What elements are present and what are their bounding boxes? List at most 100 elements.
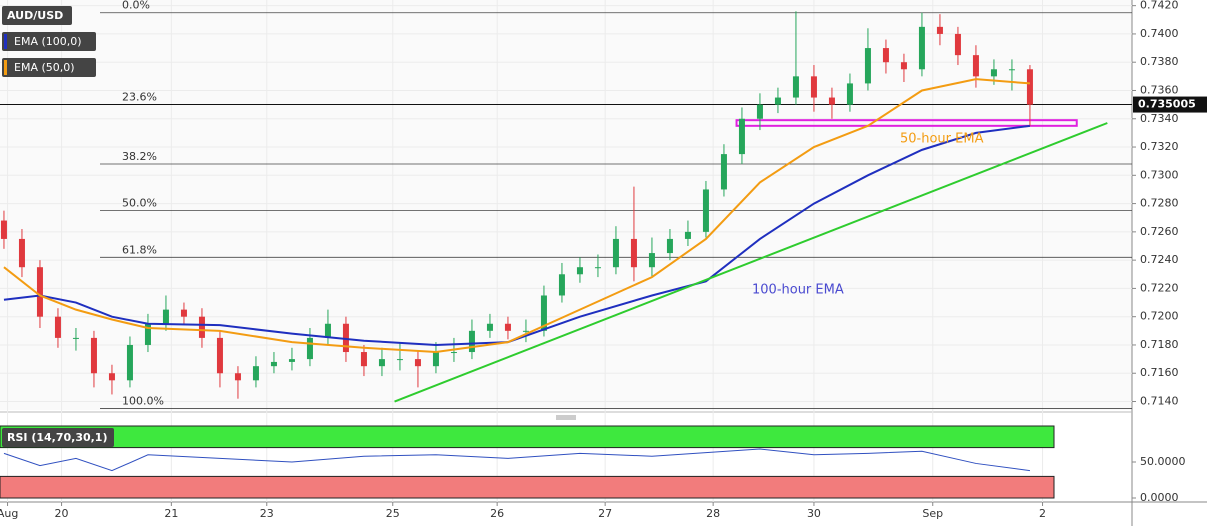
candle-body — [1008, 69, 1015, 71]
rsi-label: RSI (14,70,30,1) — [7, 431, 107, 444]
x-tick-label: 21 — [164, 507, 178, 520]
support-zone — [735, 119, 1078, 127]
y-tick-label: 0.7200 — [1140, 310, 1179, 323]
legend-label: EMA (50,0) — [14, 61, 75, 74]
candle-body — [504, 323, 511, 331]
candle-body — [864, 48, 871, 84]
candle-body — [90, 337, 97, 374]
x-tick-label: 25 — [386, 507, 400, 520]
price-panel — [0, 0, 1132, 410]
candle-body — [126, 344, 133, 381]
candle-body — [342, 323, 349, 353]
candle-body — [18, 238, 25, 268]
candle-body — [720, 154, 727, 190]
fib-label: 0.0% — [122, 0, 150, 12]
fib-label: 38.2% — [122, 150, 157, 163]
legend-swatch — [4, 60, 7, 75]
price-label-box — [1133, 96, 1207, 113]
fib-label: 23.6% — [122, 91, 157, 104]
y-tick-label: 0.7400 — [1140, 27, 1179, 40]
candle-body — [54, 316, 61, 338]
candle-body — [936, 26, 943, 34]
candle-body — [900, 62, 907, 70]
candle-body — [702, 189, 709, 232]
candle-body — [666, 238, 673, 254]
candle-body — [1026, 69, 1033, 105]
rsi-label-box — [2, 428, 114, 447]
legend-box — [2, 58, 96, 77]
candle-body — [252, 366, 259, 381]
rsi-overbought-band — [0, 425, 1055, 449]
fib-label: 50.0% — [122, 197, 157, 210]
candle-body — [594, 267, 601, 269]
candle-body — [810, 76, 817, 98]
y-tick-label: 0.7320 — [1140, 140, 1179, 153]
candle-body — [270, 361, 277, 367]
x-tick-label: 26 — [490, 507, 504, 520]
fib-label: 61.8% — [122, 243, 157, 256]
candle-body — [738, 118, 745, 155]
candle-body — [990, 69, 997, 77]
y-tick-label: 0.7220 — [1140, 281, 1179, 294]
y-tick-label: 0.7340 — [1140, 112, 1179, 125]
x-tick-label: Sep — [922, 507, 943, 520]
x-tick-label: Aug — [0, 507, 18, 520]
candle-body — [144, 323, 151, 345]
ema-line — [3, 78, 1031, 354]
y-tick-label: 0.7300 — [1140, 168, 1179, 181]
x-tick-label: 2 — [1039, 507, 1046, 520]
x-tick-label: 20 — [55, 507, 69, 520]
y-tick-label: 0.7140 — [1140, 395, 1179, 408]
y-tick-label: 0.7380 — [1140, 55, 1179, 68]
candle-body — [612, 238, 619, 268]
y-tick-label: 0.7260 — [1140, 225, 1179, 238]
x-tick-label: 23 — [260, 507, 274, 520]
candle-body — [792, 76, 799, 98]
y-tick-label: 0.7280 — [1140, 197, 1179, 210]
legend-swatch — [4, 34, 7, 49]
candle-body — [432, 352, 439, 367]
candle-body — [0, 220, 7, 239]
candle-body — [450, 352, 457, 354]
candle-body — [108, 373, 115, 381]
rsi-line — [3, 448, 1031, 472]
candle-body — [234, 373, 241, 381]
candle-body — [72, 337, 79, 339]
candle-body — [360, 352, 367, 367]
legend-box — [2, 32, 96, 51]
candle-body — [288, 359, 295, 362]
candle-body — [522, 330, 529, 332]
candle-body — [576, 267, 583, 275]
candle-body — [684, 231, 691, 239]
symbol-box — [2, 6, 72, 25]
fib-label: 100.0% — [122, 395, 164, 408]
x-tick-label: 27 — [598, 507, 612, 520]
symbol: AUD/USD — [7, 9, 63, 22]
candle-body — [324, 323, 331, 338]
candle-body — [162, 309, 169, 324]
candle-body — [558, 274, 565, 296]
candle-body — [630, 238, 637, 268]
trendline — [394, 122, 1108, 403]
candle-body — [216, 337, 223, 374]
candle-body — [306, 337, 313, 360]
candle-body — [882, 48, 889, 63]
candle-body — [828, 97, 835, 105]
last-price-label: 0.735005 — [1138, 98, 1196, 111]
splitter-handle[interactable] — [556, 415, 576, 420]
x-tick-label: 30 — [807, 507, 821, 520]
candle-body — [972, 55, 979, 77]
y-tick-label: 0.7180 — [1140, 338, 1179, 351]
candle-body — [198, 316, 205, 338]
legend-label: EMA (100,0) — [14, 35, 82, 48]
x-tick-label: 28 — [706, 507, 720, 520]
y-tick-label: 0.7420 — [1140, 0, 1179, 12]
candle-body — [378, 359, 385, 367]
y-tick-label: 0.7160 — [1140, 366, 1179, 379]
rsi-oversold-band — [0, 475, 1055, 499]
rsi-tick-label: 0.0000 — [1140, 491, 1179, 504]
rsi-tick-label: 50.0000 — [1140, 455, 1186, 468]
